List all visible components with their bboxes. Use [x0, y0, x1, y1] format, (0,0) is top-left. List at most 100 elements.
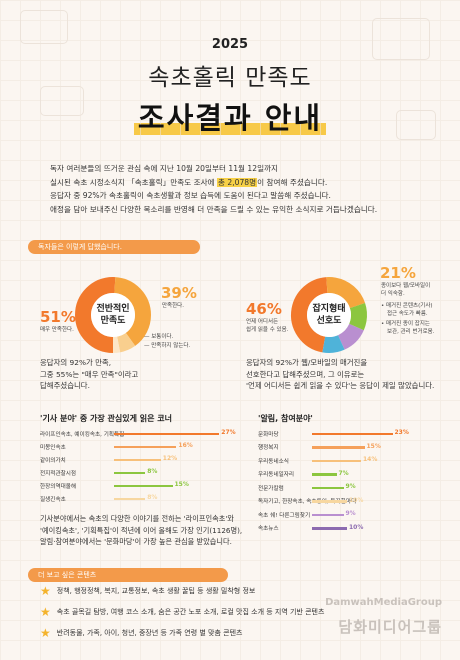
bar [114, 432, 220, 435]
bar-row: 우리동네일자리 7% [258, 469, 428, 480]
bar-row: 독자기고, 한장속초, 속초동이, 독자한마디 10% [258, 496, 428, 507]
bar-label: 미몽인속초 [40, 444, 66, 451]
bar-value: 15% [174, 481, 189, 488]
bar-label: 독자기고, 한장속초, 속초동이, 독자한마디 [258, 499, 357, 505]
bar-row: 우리동네소식 14% [258, 455, 428, 466]
bar-value: 10% [349, 496, 364, 504]
summary-line: 답해주셨습니다. [40, 381, 90, 390]
bar-value: 10% [349, 523, 364, 531]
bar-value: 8% [147, 468, 158, 475]
star-icon: ★ [40, 626, 51, 640]
format-summary: 응답자의 92%가 웹/모바일의 매거진을 선호한다고 답해주셨으며, 그 이유… [246, 357, 434, 392]
neutral-label: — 보통이다. [144, 334, 174, 340]
note-line: '예이킹속초', '기획특집'이 적년에 이어 올해도 가장 인기(1126명)… [40, 525, 243, 535]
summary-line: 선호한다고 답해주셨으며, 그 이유로는 [246, 369, 365, 379]
star-icon: ★ [40, 584, 51, 598]
donut-slice-unsatisfied [75, 277, 151, 353]
satisfaction-summary: 응답자의 92%가 만족, 그중 55%는 "매우 만족"이라고 답해주셨습니다… [40, 357, 138, 392]
donut-slice-other [291, 277, 367, 353]
bar [312, 513, 344, 516]
summary-line: 응답자의 92%가 웹/모바일의 매거진을 [246, 358, 368, 367]
web-familiar-label: 종이보다 웹/모바일이 더 익숙함. [381, 282, 430, 298]
reader-section-pill: 독자들은 이렇게 답했습니다. [28, 240, 200, 254]
chat-bubble-decor [396, 110, 436, 140]
articles-bar-chart: 라이프인속초, 예이킹속초, 기획특집 27% 미몽인속초 16% 같이의가치 12% 전지… [40, 428, 240, 508]
label-text: 매거진 콘텐츠(기사) [386, 303, 433, 309]
chat-bubble-decor [372, 18, 430, 60]
satisfied-label: 만족한다. [162, 303, 184, 309]
bar-label: 같이의가치 [40, 457, 66, 464]
more-item-text: 정책, 행정정책, 복지, 교통정보, 속초 생활 꿀팁 등 생활 밀착형 정보 [56, 587, 256, 595]
more-content-pill: 더 보고 싶은 콘텐츠 [28, 568, 228, 582]
bar-value: 7% [338, 469, 349, 477]
bar-label: 전지적관찰시점 [40, 470, 77, 477]
bar-row: 라이프인속초, 예이킹속초, 기획특집 27% [40, 428, 240, 439]
bar-row: 행정복지 15% [258, 442, 428, 453]
notice-bar-chart: 문화마당 23% 행정복지 15% 우리동네소식 14% 우리동네일자리 7% 전문가칼럼 9% 독… [258, 428, 428, 536]
bar-label: 속초뉴스 [258, 526, 279, 532]
donut-hole [307, 293, 351, 337]
satisfaction-center-label: 전반적인 만족도 [70, 272, 156, 358]
summary-line: 그중 55%는 "매우 만족"이라고 [40, 369, 139, 379]
intro-line: 실시된 속초 시정소식지 「속초홀릭」만족도 조사에 총 2,078명이 참여해… [50, 176, 430, 190]
bar-value: 14% [363, 456, 378, 463]
label-line: • 매거진 콘텐츠(기사) [381, 303, 433, 309]
bar [312, 459, 361, 462]
title-line2: 조사결과 안내 [133, 95, 327, 137]
bar-label: 질생긴속초 [40, 496, 66, 503]
bar-row: 속초뉴스 10% [258, 523, 428, 534]
intro-text: 독자 여러분들의 뜨거운 관심 속에 지난 10월 20일부터 11월 12일까… [50, 162, 430, 216]
bar-row: 한장의역대올해 15% [40, 480, 240, 491]
bar-row: 전지적관찰시점 8% [40, 467, 240, 478]
intro-line: 응답자 중 92%가 속초홀릭이 속초생활과 정보 습득에 도움이 된다고 말씀… [50, 191, 331, 200]
watermark-ko: 담화미디어그룹 [338, 618, 442, 636]
bar-value: 16% [178, 442, 193, 449]
bar [114, 484, 173, 487]
format-center-label: 잡지형태 선호도 [286, 272, 372, 358]
bar [312, 432, 393, 435]
watermark-en: DamwahMediaGroup [325, 597, 442, 608]
bar-value: 12% [162, 455, 178, 462]
format-donut: 잡지형태 선호도 [286, 272, 372, 358]
note-line: 알림·참여분야에서는 '문화마당'이 가장 높은 관심을 받았습니다. [40, 537, 232, 546]
unsatisfied-label: — 만족하지 않는다. [144, 343, 191, 349]
intro-text-part: 실시된 속초 시정소식지 「속초홀릭」만족도 조사에 [50, 177, 217, 187]
web-familiar-percent: 21% [380, 264, 416, 282]
bar [312, 473, 337, 476]
bar-label: 우리동네일자리 [258, 472, 295, 478]
very-satisfied-percent: 51% [40, 308, 76, 326]
bar [312, 446, 365, 449]
bar-row: 전문가칼럼 9% [258, 482, 428, 493]
chat-bubble-decor [40, 86, 84, 116]
year: 2025 [211, 37, 249, 52]
more-item: ★ 정책, 행정정책, 복지, 교통정보, 속초 생활 꿀팁 등 생활 밀착형 정… [40, 583, 255, 599]
label-line: 종이보다 웹/모바일이 [381, 283, 431, 289]
storage-hassle-label: • 매거진 종이 잡지는 보관, 관리 번거로움. [381, 320, 434, 336]
center-line: 전반적인 [96, 304, 130, 314]
bar-row: 문화마당 23% [258, 428, 428, 439]
intro-text-part: 이 참여해 주셨습니다. [257, 177, 328, 187]
bar [114, 445, 177, 448]
label-line: • 매거진 종이 잡지는 [381, 321, 430, 327]
donut-hole [91, 293, 135, 337]
satisfied-percent: 39% [161, 284, 197, 302]
bar [114, 497, 146, 500]
label-line: 언제 어디서든 [246, 319, 279, 325]
more-item: ★ 속초 골목길 탐방, 여행 코스 소개, 숨은 공간 노포 소개, 로컬 맛집… [40, 604, 324, 620]
bar-label: 행정복지 [258, 445, 279, 451]
more-item-text: 속초 골목길 탐방, 여행 코스 소개, 숨은 공간 노포 소개, 로컬 맛집 … [56, 608, 325, 616]
satisfaction-donut: 전반적인 만족도 [70, 272, 156, 358]
bar-row: 미몽인속초 16% [40, 441, 240, 452]
bar-row: 속초 쉐! 다른그림찾기 9% [258, 509, 428, 520]
more-item-text: 반려동물, 가족, 아이, 청년, 중장년 등 가족 연령 별 맞춤 콘텐츠 [56, 629, 243, 637]
bar [114, 471, 146, 474]
bar-value: 27% [221, 429, 236, 436]
bar-row: 같이의가치 12% [40, 454, 240, 465]
center-line: 만족도 [100, 316, 126, 326]
summary-line: 응답자의 92%가 만족, [40, 358, 112, 367]
intro-line: 독자 여러분들의 뜨거운 관심 속에 지난 10월 20일부터 11월 12일까… [50, 164, 279, 173]
label-line: 보관, 관리 번거로움. [387, 329, 435, 335]
bar-label: 문화마당 [258, 431, 279, 438]
chat-bubble-decor [20, 10, 68, 44]
